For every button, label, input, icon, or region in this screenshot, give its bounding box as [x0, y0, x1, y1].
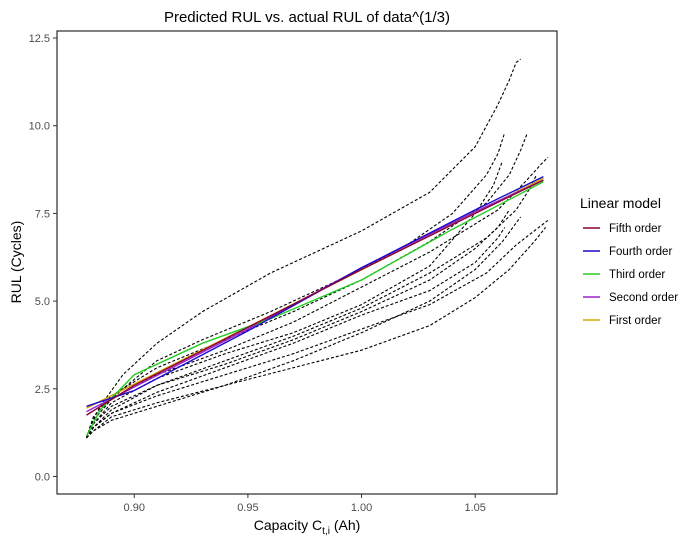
y-tick-label: 5.0	[35, 296, 50, 308]
legend-label-fourth-order: Fourth order	[609, 246, 672, 258]
actual-rul-curve-4	[85, 156, 549, 439]
actual-rul-curve-7	[86, 209, 510, 439]
x-axis-title-subscript: t,i	[322, 526, 330, 537]
actual-rul-curve-5	[86, 160, 504, 439]
legend-label-first-order: First order	[609, 315, 662, 327]
y-axis-title: RUL (Cycles)	[8, 221, 24, 304]
third-order-model-line	[85, 181, 544, 437]
actual-rul-curve-10	[86, 227, 547, 439]
x-tick-label: 0.90	[124, 502, 145, 514]
actual-rul-curve-9	[86, 219, 549, 439]
x-axis: 0.90 0.95 1.00 1.05	[124, 494, 486, 514]
x-axis-title-unit: (Ah)	[330, 517, 360, 533]
x-tick-label: 0.95	[237, 502, 258, 514]
y-tick-label: 7.5	[35, 208, 50, 220]
x-tick-label: 1.05	[464, 502, 485, 514]
actual-rul-curve-11	[86, 216, 522, 439]
legend-label-second-order: Second order	[609, 292, 678, 304]
x-axis-title: Capacity Ct,i (Ah)	[254, 517, 361, 537]
fourth-order-model-line	[86, 175, 544, 407]
model-curves	[85, 175, 544, 437]
legend: Linear model Fifth order Fourth order Thir…	[580, 195, 678, 327]
fifth-order-model-line	[86, 179, 544, 416]
legend-label-third-order: Third order	[609, 269, 665, 281]
legend-items: Fifth order Fourth order Third order Second…	[583, 223, 678, 327]
y-tick-label: 0.0	[35, 471, 50, 483]
plot-area	[56, 30, 558, 495]
plot-panel-border	[56, 30, 558, 495]
y-tick-label: 12.5	[29, 33, 50, 45]
y-tick-label: 2.5	[35, 384, 50, 396]
legend-title: Linear model	[580, 195, 661, 211]
x-axis-title-main: Capacity C	[254, 517, 322, 533]
y-axis: 0.0 2.5 5.0 7.5 10.0 12.5	[29, 33, 57, 483]
x-tick-label: 1.00	[351, 502, 372, 514]
y-tick-label: 10.0	[29, 121, 50, 133]
actual-rul-curve-6	[86, 174, 537, 439]
chart-title: Predicted RUL vs. actual RUL of data^(1/…	[164, 9, 450, 26]
legend-label-fifth-order: Fifth order	[609, 223, 662, 235]
